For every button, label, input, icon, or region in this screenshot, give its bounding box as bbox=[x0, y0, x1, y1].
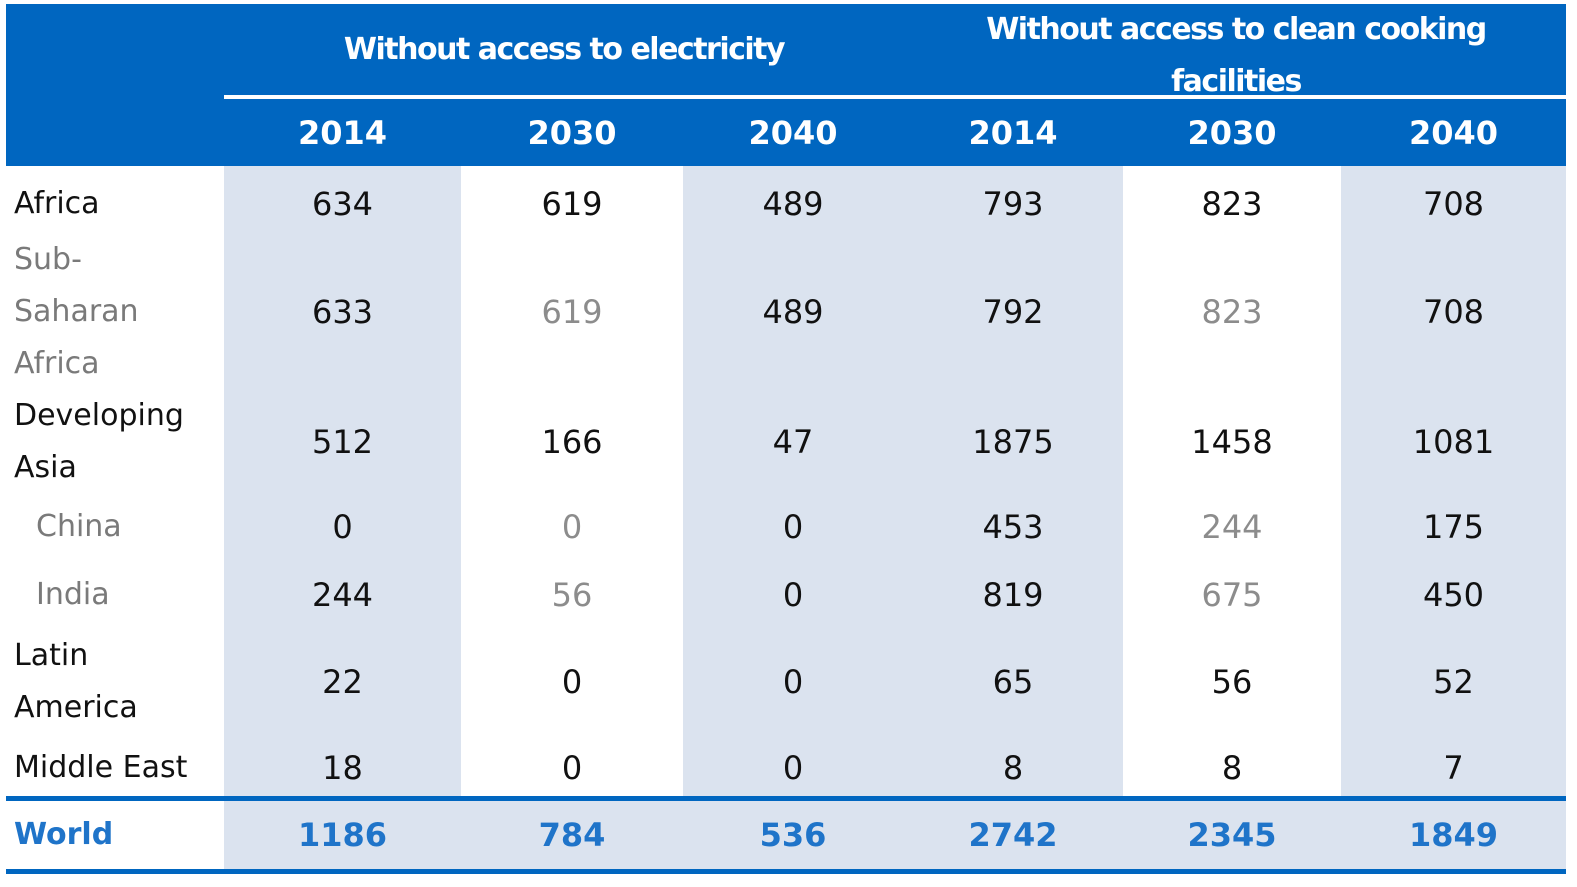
row-label: Developing Asia bbox=[14, 398, 184, 485]
data-table: Without access to electricity Without ac… bbox=[6, 4, 1566, 884]
table-cell: 47 bbox=[772, 423, 814, 461]
table-cell: 1186 bbox=[297, 816, 388, 854]
row-label: Latin America bbox=[14, 638, 138, 725]
table-cell: 634 bbox=[311, 185, 374, 223]
table-cell: 512 bbox=[311, 423, 374, 461]
total-row: World 1186 784 536 2742 2345 1849 bbox=[6, 801, 1566, 869]
table-cell: 0 bbox=[561, 749, 583, 787]
table-cell: 823 bbox=[1201, 293, 1263, 331]
table-row: Africa 634 619 489 793 823 708 bbox=[6, 176, 1566, 232]
table-cell: 823 bbox=[1201, 185, 1263, 223]
table-cell: 784 bbox=[538, 816, 606, 854]
table-cell: 1458 bbox=[1191, 423, 1273, 461]
total-divider bbox=[6, 796, 1566, 801]
table-cell: 675 bbox=[1201, 576, 1263, 614]
table-cell: 175 bbox=[1422, 508, 1485, 546]
table-cell: 793 bbox=[982, 185, 1044, 223]
table-row: Latin America 22 0 0 65 56 52 bbox=[6, 630, 1566, 734]
year-header: 2030 bbox=[1187, 114, 1277, 152]
table-cell: 1081 bbox=[1412, 423, 1495, 461]
table-row: India 244 56 0 819 675 450 bbox=[6, 564, 1566, 626]
table-row: Middle East 18 0 0 8 8 7 bbox=[6, 740, 1566, 796]
row-label: World bbox=[14, 817, 114, 852]
year-header: 2014 bbox=[297, 114, 388, 152]
table-row: Developing Asia 512 166 47 1875 1458 108… bbox=[6, 390, 1566, 494]
table-cell: 56 bbox=[551, 576, 593, 614]
table-cell: 244 bbox=[311, 576, 374, 614]
table-cell: 708 bbox=[1422, 185, 1485, 223]
table-cell: 0 bbox=[782, 576, 804, 614]
table-cell: 2345 bbox=[1187, 816, 1277, 854]
table-cell: 708 bbox=[1422, 293, 1485, 331]
table-cell: 619 bbox=[541, 293, 603, 331]
row-label: Sub-Saharan Africa bbox=[14, 242, 139, 381]
table-cell: 792 bbox=[982, 293, 1044, 331]
table-cell: 536 bbox=[759, 816, 827, 854]
row-label: India bbox=[36, 577, 110, 612]
table-cell: 0 bbox=[561, 663, 583, 701]
table-cell: 244 bbox=[1201, 508, 1263, 546]
table-cell: 0 bbox=[332, 508, 353, 546]
table-cell: 633 bbox=[311, 293, 374, 331]
table-cell: 22 bbox=[322, 663, 363, 701]
year-header: 2040 bbox=[1408, 114, 1499, 152]
table-cell: 0 bbox=[782, 749, 804, 787]
row-label: Middle East bbox=[14, 750, 188, 785]
total-row-band bbox=[224, 801, 1566, 869]
table-cell: 450 bbox=[1422, 576, 1485, 614]
table-cell: 18 bbox=[322, 749, 363, 787]
group-header-cooking: Without access to clean cooking faciliti… bbox=[986, 12, 1487, 99]
table-cell: 52 bbox=[1433, 663, 1474, 701]
table-cell: 0 bbox=[561, 508, 583, 546]
year-header: 2014 bbox=[968, 114, 1058, 152]
table-cell: 819 bbox=[982, 576, 1044, 614]
table-cell: 1849 bbox=[1408, 816, 1499, 854]
table-cell: 2742 bbox=[968, 816, 1058, 854]
table-cell: 453 bbox=[982, 508, 1044, 546]
group-divider bbox=[224, 95, 1566, 99]
table-cell: 489 bbox=[762, 293, 824, 331]
table-cell: 8 bbox=[1221, 749, 1243, 787]
column-band bbox=[224, 166, 461, 796]
row-label: Africa bbox=[14, 186, 100, 221]
table-cell: 0 bbox=[782, 508, 804, 546]
table-cell: 8 bbox=[1002, 749, 1024, 787]
table-cell: 7 bbox=[1443, 749, 1464, 787]
table-cell: 65 bbox=[992, 663, 1034, 701]
table-row: Sub-Saharan Africa 633 619 489 792 823 7… bbox=[6, 234, 1566, 390]
table-cell: 1875 bbox=[972, 423, 1054, 461]
year-header: 2030 bbox=[527, 114, 617, 152]
year-header: 2040 bbox=[748, 114, 838, 152]
column-band bbox=[683, 166, 1123, 796]
table-header: Without access to electricity Without ac… bbox=[6, 4, 1566, 166]
row-label: China bbox=[36, 509, 122, 544]
group-header-electricity: Without access to electricity bbox=[343, 32, 786, 67]
table-row: China 0 0 0 453 244 175 bbox=[6, 496, 1566, 558]
column-band bbox=[1341, 166, 1566, 796]
table-cell: 489 bbox=[762, 185, 824, 223]
table-cell: 0 bbox=[782, 663, 804, 701]
table-bottom-border bbox=[6, 869, 1566, 874]
table-cell: 56 bbox=[1211, 663, 1253, 701]
table-cell: 619 bbox=[541, 185, 603, 223]
table-cell: 166 bbox=[541, 423, 603, 461]
